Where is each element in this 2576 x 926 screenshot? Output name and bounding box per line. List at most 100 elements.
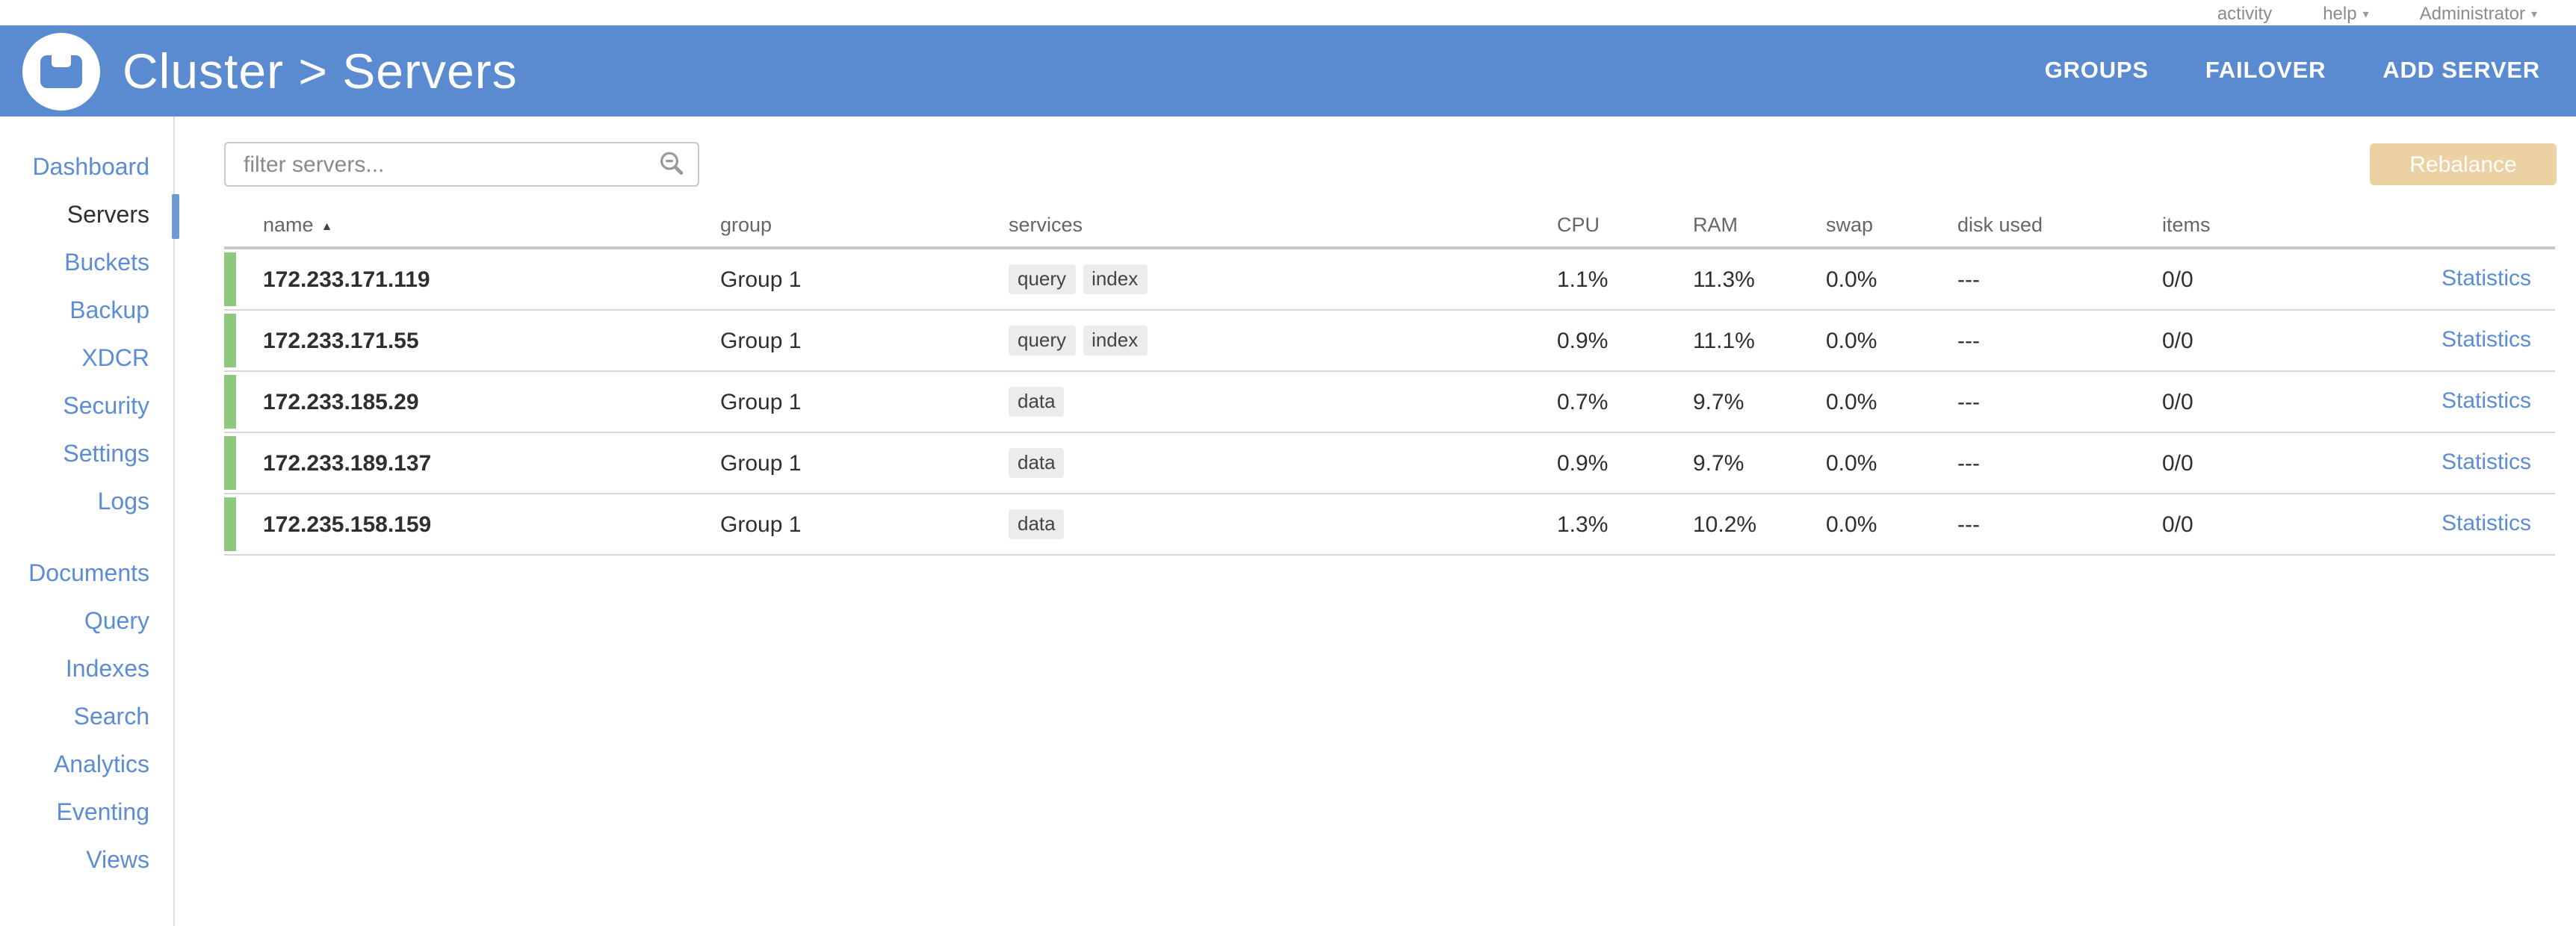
column-header-name[interactable]: name ▲ [236,213,720,235]
service-badge-index: index [1083,264,1148,294]
couchbase-logo-icon [22,32,100,110]
server-group: Group 1 [720,328,802,353]
filter-servers-input[interactable] [224,142,699,187]
sidebar-item-backup[interactable]: Backup [69,299,149,324]
sidebar-item-documents[interactable]: Documents [28,562,149,587]
sidebar-item-settings[interactable]: Settings [63,442,149,467]
statistics-link[interactable]: Statistics [2441,327,2531,352]
sidebar-item-analytics[interactable]: Analytics [53,753,149,778]
failover-button[interactable]: FAILOVER [2205,58,2326,83]
topbar-user-menu[interactable]: Administrator ▾ [2420,2,2537,23]
column-header-items[interactable]: items [2162,213,2211,235]
table-header-row: name ▲ group services CPU RAM swap disk u… [224,202,2555,249]
column-header-ram[interactable]: RAM [1693,213,1738,235]
server-services: query index [1009,326,1557,355]
server-group: Group 1 [720,267,802,292]
sidebar-item-indexes[interactable]: Indexes [65,657,149,683]
server-name: 172.233.185.29 [263,389,419,414]
server-swap: 0.0% [1826,450,1877,476]
server-swap: 0.0% [1826,328,1877,353]
server-items: 0/0 [2162,267,2193,292]
sidebar-item-security[interactable]: Security [63,394,149,420]
sidebar-item-xdcr[interactable]: XDCR [81,347,149,372]
server-group: Group 1 [720,450,802,476]
sidebar-item-search[interactable]: Search [73,705,149,730]
statistics-cell: Statistics [2391,450,2555,476]
server-group: Group 1 [720,389,802,414]
statistics-cell: Statistics [2391,327,2555,354]
server-cpu: 0.9% [1557,450,1609,476]
server-ram: 9.7% [1693,389,1744,414]
healthy-indicator [224,436,236,490]
table-row[interactable]: 172.233.185.29 Group 1 data 0.7% 9.7% 0.0% ---… [224,372,2555,433]
server-services: data [1009,387,1557,417]
topbar-activity-link[interactable]: activity [2217,2,2273,23]
sidebar-item-dashboard[interactable]: Dashboard [32,155,149,181]
main-area: Dashboard Servers Buckets Backup XDCR Securit… [0,116,2576,926]
server-name: 172.233.171.119 [263,267,430,292]
sidebar-item-logs[interactable]: Logs [97,490,149,515]
sidebar-item-query[interactable]: Query [84,609,149,635]
service-badge-query: query [1009,326,1076,355]
server-ram: 10.2% [1693,512,1757,537]
service-badge-query: query [1009,264,1076,294]
caret-down-icon: ▾ [2530,7,2537,20]
sidebar-item-eventing[interactable]: Eventing [56,801,149,826]
utility-bar: activity help ▾ Administrator ▾ [0,0,2576,25]
sidebar-item-buckets[interactable]: Buckets [64,251,149,276]
service-badge-data: data [1009,509,1065,539]
statistics-link[interactable]: Statistics [2441,266,2531,291]
server-items: 0/0 [2162,389,2193,414]
health-indicator-cell [224,314,236,367]
server-cpu: 0.7% [1557,389,1609,414]
service-badge-data: data [1009,387,1065,417]
statistics-cell: Statistics [2391,266,2555,293]
health-indicator-cell [224,375,236,429]
server-items: 0/0 [2162,450,2193,476]
statistics-cell: Statistics [2391,511,2555,538]
column-header-group[interactable]: group [720,213,773,235]
topbar-help-menu[interactable]: help ▾ [2323,2,2368,23]
health-indicator-cell [224,436,236,490]
statistics-link[interactable]: Statistics [2441,511,2531,536]
add-server-button[interactable]: ADD SERVER [2383,58,2540,83]
caret-down-icon: ▾ [2362,7,2369,20]
sidebar-item-views[interactable]: Views [86,848,149,874]
server-ram: 11.1% [1693,328,1755,353]
server-swap: 0.0% [1826,512,1877,537]
column-header-swap[interactable]: swap [1826,213,1874,235]
table-row[interactable]: 172.235.158.159 Group 1 data 1.3% 10.2% 0.0% -… [224,494,2555,556]
table-row[interactable]: 172.233.171.119 Group 1 query index 1.1% 11.3… [224,249,2555,311]
sidebar-group: Documents Query Indexes Search Analytics Even… [0,551,173,886]
selected-item-indicator [172,194,179,239]
topbar-user-label: Administrator [2419,2,2525,23]
server-name: 172.233.189.137 [263,450,432,476]
table-row[interactable]: 172.233.189.137 Group 1 data 0.9% 9.7% 0.0% --… [224,433,2555,494]
sidebar-item-servers[interactable]: Servers [0,193,179,240]
search-icon [660,152,684,175]
server-cpu: 1.1% [1557,267,1609,292]
server-disk-used: --- [1957,450,1980,476]
service-badge-index: index [1083,326,1148,355]
server-ram: 11.3% [1693,267,1755,292]
server-services: data [1009,448,1557,478]
statistics-link[interactable]: Statistics [2441,450,2531,475]
column-header-disk-used[interactable]: disk used [1957,213,2043,235]
server-ram: 9.7% [1693,450,1744,476]
column-header-services[interactable]: services [1009,213,1083,235]
server-items: 0/0 [2162,512,2193,537]
service-badge-data: data [1009,448,1065,478]
server-swap: 0.0% [1826,267,1877,292]
column-header-cpu[interactable]: CPU [1557,213,1600,235]
server-services: data [1009,509,1557,539]
column-header-name-label: name [263,213,314,235]
table-row[interactable]: 172.233.171.55 Group 1 query index 0.9% 11.1%… [224,311,2555,372]
sidebar-nav: Dashboard Servers Buckets Backup XDCR Securit… [0,116,179,926]
server-group: Group 1 [720,512,802,537]
server-cpu: 0.9% [1557,328,1609,353]
rebalance-button[interactable]: Rebalance [2370,143,2557,185]
groups-button[interactable]: GROUPS [2044,58,2149,83]
healthy-indicator [224,497,236,551]
statistics-link[interactable]: Statistics [2441,388,2531,414]
